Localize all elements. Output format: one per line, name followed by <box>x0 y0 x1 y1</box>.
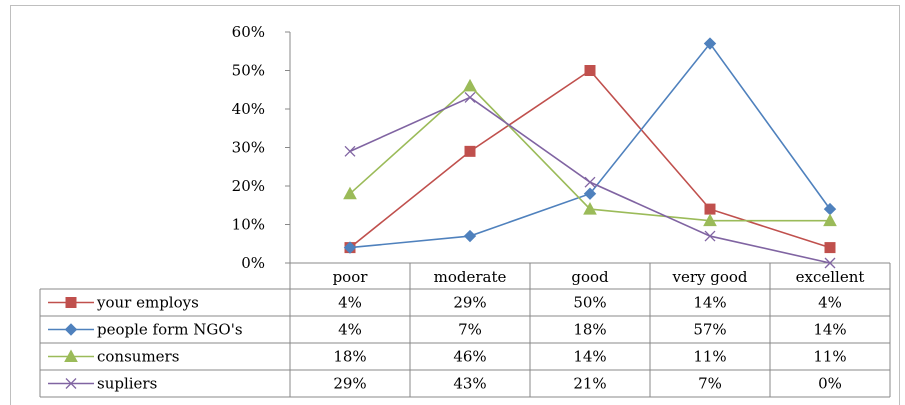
data-label-your-employs: 4% <box>818 294 842 312</box>
data-point-people-form-ngo-s <box>703 37 717 50</box>
y-tick-label: 50% <box>232 62 265 80</box>
legend-key-marker-your-employs <box>65 297 77 308</box>
y-tick-label: 20% <box>232 177 265 195</box>
data-label-people-form-ngo-s: 18% <box>573 321 606 339</box>
legend-key-marker-consumers <box>64 349 78 362</box>
category-label: poor <box>333 268 369 286</box>
data-point-people-form-ngo-s <box>823 202 837 216</box>
y-tick-label: 40% <box>232 100 265 118</box>
data-label-supliers: 0% <box>818 375 842 393</box>
data-label-your-employs: 29% <box>453 294 486 312</box>
data-point-supliers <box>464 91 476 103</box>
series-line-consumers <box>349 84 830 222</box>
data-point-consumers <box>463 78 477 92</box>
data-point-consumers <box>583 202 597 215</box>
data-label-people-form-ngo-s: 57% <box>693 321 726 339</box>
data-point-supliers <box>704 230 716 242</box>
legend-label-consumers: consumers <box>97 348 179 366</box>
y-tick-label: 0% <box>241 254 265 272</box>
data-point-your-employs <box>704 203 716 215</box>
data-label-consumers: 18% <box>333 348 366 366</box>
category-label: moderate <box>434 268 507 286</box>
data-point-supliers <box>584 176 596 188</box>
data-label-consumers: 46% <box>453 348 486 366</box>
category-label: very good <box>671 268 747 286</box>
data-label-people-form-ngo-s: 4% <box>338 321 362 339</box>
legend-key-marker-supliers <box>65 378 77 389</box>
data-point-people-form-ngo-s <box>583 187 597 200</box>
data-point-people-form-ngo-s <box>463 229 477 243</box>
chart-frame <box>10 5 900 405</box>
y-tick-label: 10% <box>232 216 265 234</box>
series-line-supliers <box>349 96 831 264</box>
data-point-your-employs <box>464 145 476 157</box>
data-label-supliers: 29% <box>333 375 366 393</box>
legend-label-supliers: supliers <box>97 375 157 393</box>
data-label-supliers: 43% <box>453 375 486 393</box>
category-label: excellent <box>796 268 865 286</box>
data-point-consumers <box>823 213 837 227</box>
legend-label-people-form-ngo-s: people form NGO's <box>97 321 243 339</box>
data-point-your-employs <box>824 242 836 254</box>
category-label: good <box>571 268 609 286</box>
data-point-supliers <box>344 145 356 157</box>
data-label-your-employs: 14% <box>693 294 726 312</box>
data-point-people-form-ngo-s <box>343 241 357 254</box>
data-point-consumers <box>703 213 717 227</box>
data-label-supliers: 7% <box>698 375 722 393</box>
y-tick-label: 30% <box>232 139 265 157</box>
data-point-supliers <box>824 257 836 269</box>
legend-key-marker-people-form-ngo-s <box>64 323 78 336</box>
data-label-your-employs: 50% <box>573 294 606 312</box>
data-label-supliers: 21% <box>573 375 606 393</box>
legend-label-your-employs: your employs <box>96 294 199 312</box>
data-label-consumers: 11% <box>693 348 726 366</box>
data-point-consumers <box>343 186 357 200</box>
data-label-consumers: 11% <box>813 348 846 366</box>
data-point-your-employs <box>584 65 596 76</box>
data-label-people-form-ngo-s: 14% <box>813 321 846 339</box>
data-label-your-employs: 4% <box>338 294 362 312</box>
data-label-consumers: 14% <box>573 348 606 366</box>
data-label-people-form-ngo-s: 7% <box>458 321 482 339</box>
y-tick-label: 60% <box>232 23 265 41</box>
